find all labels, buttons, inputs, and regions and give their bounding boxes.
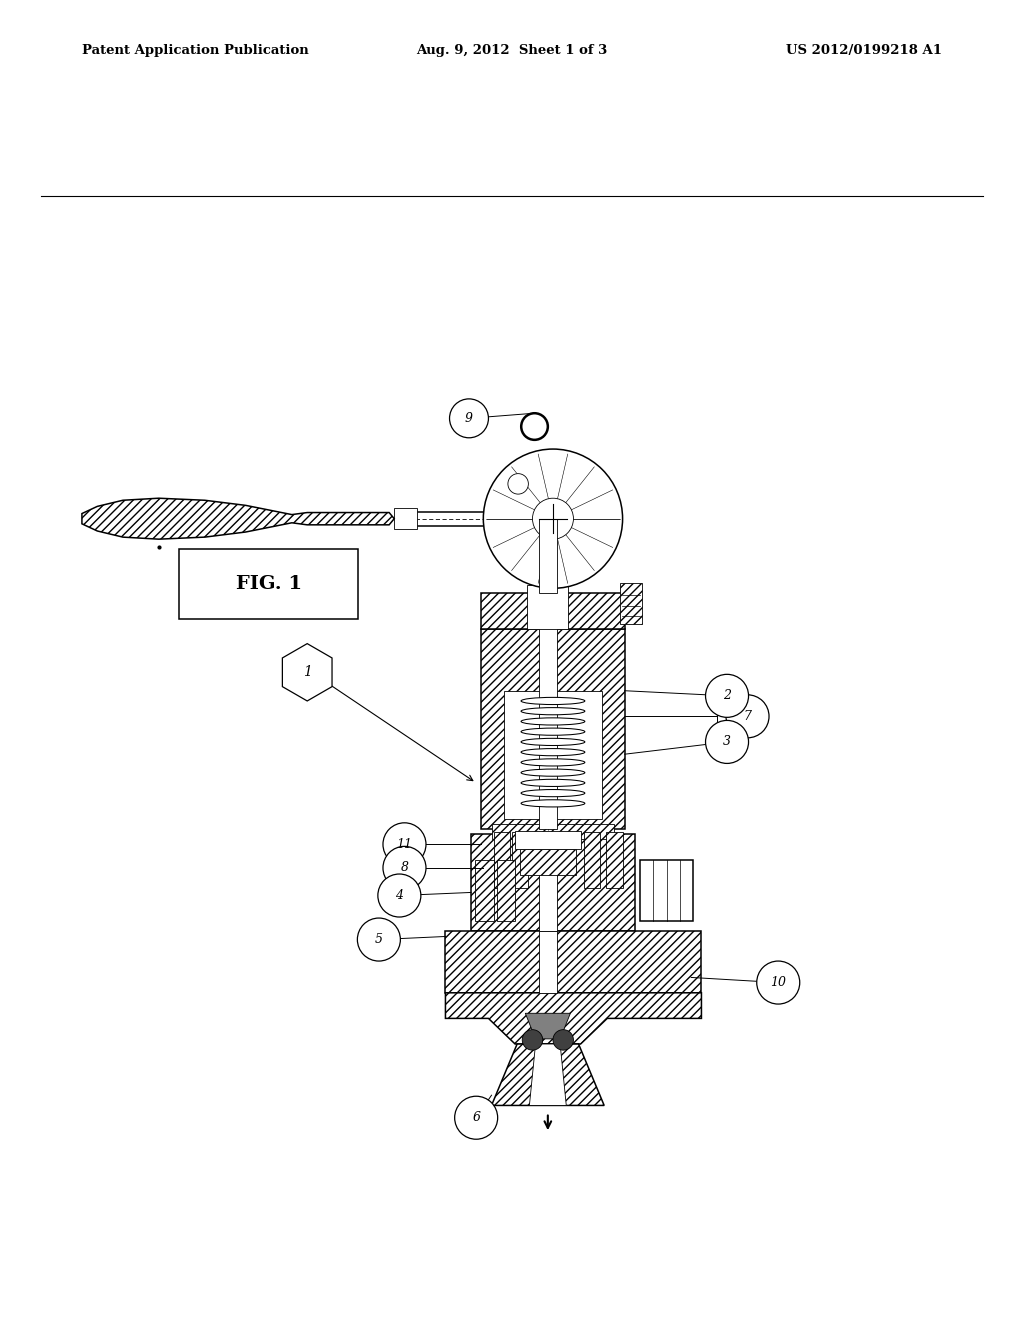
Circle shape (383, 846, 426, 890)
Text: 9: 9 (465, 412, 473, 425)
Bar (497, 859, 515, 921)
Polygon shape (525, 1014, 570, 1039)
Bar (512, 832, 528, 888)
Bar (539, 932, 557, 993)
Bar (640, 859, 693, 921)
Bar (179, 549, 358, 619)
Bar (481, 594, 625, 630)
Text: 4: 4 (395, 890, 403, 902)
Circle shape (522, 1030, 543, 1051)
Bar (445, 932, 701, 993)
Text: 2: 2 (723, 689, 731, 702)
Text: 10: 10 (770, 975, 786, 989)
Bar (620, 583, 642, 624)
Bar (520, 850, 577, 875)
Circle shape (757, 961, 800, 1005)
Circle shape (532, 498, 573, 539)
Ellipse shape (521, 708, 585, 715)
Circle shape (553, 1030, 573, 1051)
Bar (481, 630, 625, 829)
Bar (492, 824, 614, 840)
Text: US 2012/0199218 A1: US 2012/0199218 A1 (786, 44, 942, 57)
Bar (504, 690, 602, 818)
Circle shape (455, 1096, 498, 1139)
Text: FIG. 1: FIG. 1 (237, 576, 302, 593)
Polygon shape (82, 498, 394, 539)
Circle shape (378, 874, 421, 917)
Bar (515, 832, 582, 850)
Circle shape (483, 449, 623, 589)
Bar (394, 508, 417, 529)
Bar (584, 832, 600, 888)
Bar (475, 859, 494, 921)
Circle shape (508, 474, 528, 494)
Bar (539, 519, 557, 594)
Polygon shape (283, 644, 332, 701)
Circle shape (357, 917, 400, 961)
Ellipse shape (521, 779, 585, 787)
Ellipse shape (521, 729, 585, 735)
Bar (606, 832, 623, 888)
Polygon shape (492, 1044, 604, 1105)
Bar (471, 834, 635, 932)
Text: 11: 11 (396, 838, 413, 851)
Ellipse shape (521, 770, 585, 776)
Circle shape (521, 413, 548, 440)
Text: Aug. 9, 2012  Sheet 1 of 3: Aug. 9, 2012 Sheet 1 of 3 (417, 44, 607, 57)
Bar (539, 834, 557, 932)
Bar (527, 585, 568, 630)
Ellipse shape (521, 800, 585, 807)
Text: 6: 6 (472, 1111, 480, 1125)
Circle shape (706, 675, 749, 717)
Circle shape (450, 399, 488, 438)
Text: Patent Application Publication: Patent Application Publication (82, 44, 308, 57)
Ellipse shape (521, 718, 585, 725)
Circle shape (383, 822, 426, 866)
Circle shape (706, 721, 749, 763)
Ellipse shape (521, 748, 585, 756)
Text: 7: 7 (743, 710, 752, 723)
Ellipse shape (521, 759, 585, 766)
Bar (494, 832, 510, 888)
Text: 3: 3 (723, 735, 731, 748)
Text: 1: 1 (303, 665, 311, 680)
Polygon shape (529, 1044, 566, 1105)
Text: 8: 8 (400, 862, 409, 874)
Circle shape (726, 694, 769, 738)
Text: 5: 5 (375, 933, 383, 946)
Polygon shape (445, 993, 701, 1044)
Bar (539, 548, 557, 829)
Ellipse shape (521, 789, 585, 797)
Ellipse shape (521, 697, 585, 705)
Ellipse shape (521, 738, 585, 746)
